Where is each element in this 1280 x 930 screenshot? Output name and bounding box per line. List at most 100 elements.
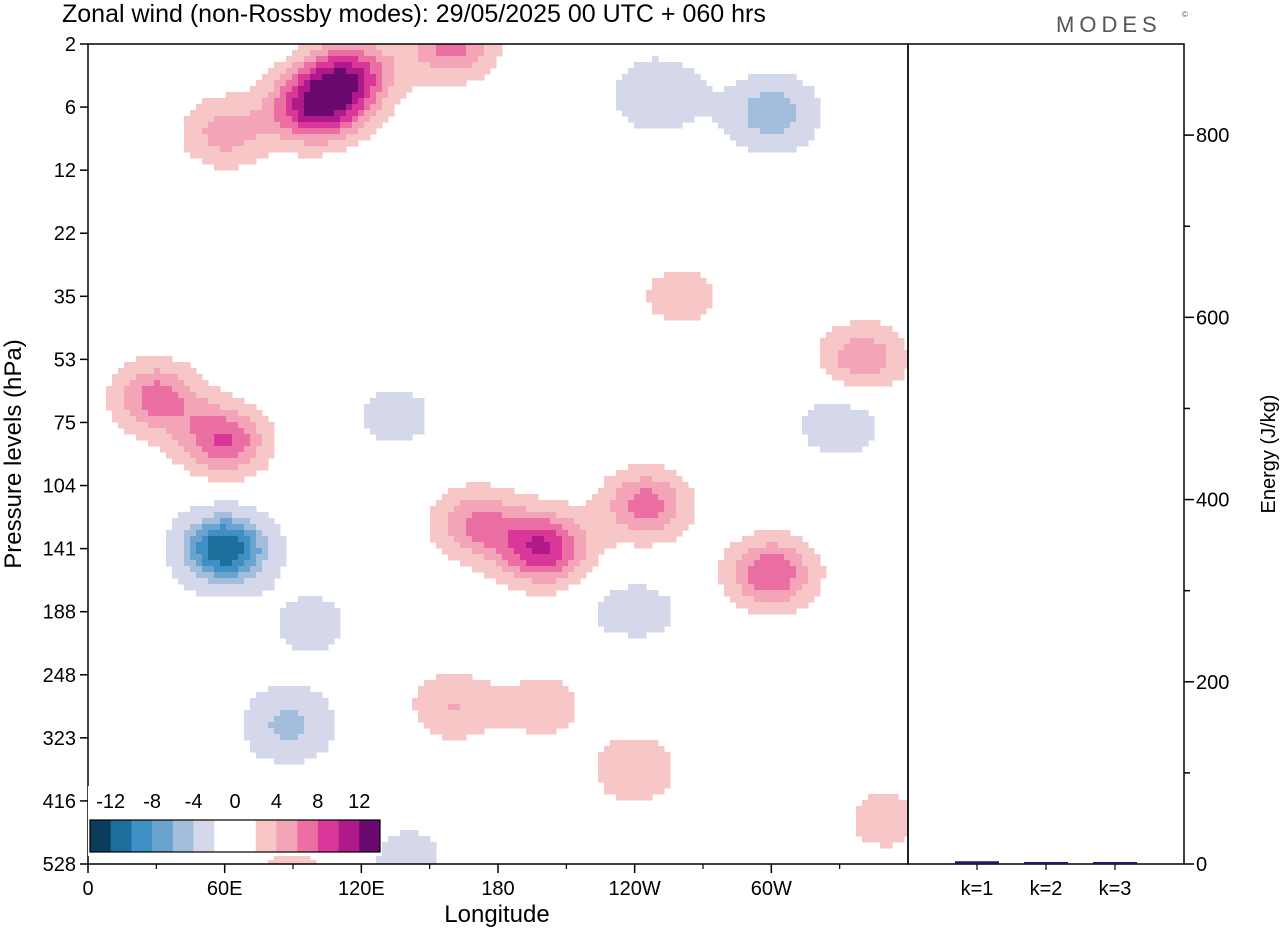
heatmap-cell — [592, 554, 599, 561]
heatmap-cell — [778, 98, 785, 105]
heatmap-cell — [586, 500, 593, 507]
heatmap-cell — [226, 524, 233, 531]
heatmap-cell — [526, 572, 533, 579]
heatmap-cell — [196, 590, 203, 597]
heatmap-cell — [436, 512, 443, 519]
heatmap-cell — [802, 116, 809, 123]
heatmap-cell — [616, 506, 623, 513]
heatmap-cell — [166, 440, 173, 447]
heatmap-cell — [826, 440, 833, 447]
heatmap-cell — [514, 524, 521, 531]
heatmap-cell — [442, 530, 449, 537]
heatmap-cell — [790, 80, 797, 87]
heatmap-cell — [202, 518, 209, 525]
heatmap-cell — [478, 512, 485, 519]
heatmap-cell — [808, 134, 815, 141]
heatmap-cell — [376, 392, 383, 399]
heatmap-cell — [742, 548, 749, 555]
heatmap-cell — [760, 86, 767, 93]
heatmap-cell — [280, 122, 287, 129]
heatmap-cell — [826, 404, 833, 411]
heatmap-cell — [520, 692, 527, 699]
heatmap-cell — [130, 386, 137, 393]
heatmap-cell — [754, 86, 761, 93]
heatmap-cell — [184, 536, 191, 543]
heatmap-cell — [640, 80, 647, 87]
heatmap-cell — [316, 746, 323, 753]
heatmap-cell — [250, 548, 257, 555]
heatmap-cell — [346, 134, 353, 141]
heatmap-cell — [520, 722, 527, 729]
heatmap-cell — [586, 512, 593, 519]
heatmap-cell — [862, 422, 869, 429]
heatmap-cell — [562, 698, 569, 705]
heatmap-cell — [196, 416, 203, 423]
heatmap-cell — [472, 722, 479, 729]
heatmap-cell — [472, 566, 479, 573]
heatmap-cell — [898, 800, 905, 807]
heatmap-cell — [340, 134, 347, 141]
heatmap-cell — [262, 110, 269, 117]
heatmap-cell — [748, 608, 755, 615]
heatmap-cell — [850, 356, 857, 363]
heatmap-cell — [448, 56, 455, 63]
heatmap-cell — [388, 404, 395, 411]
heatmap-cell — [370, 410, 377, 417]
heatmap-cell — [874, 830, 881, 837]
colorbar-swatch — [110, 820, 132, 852]
heatmap-cell — [106, 398, 113, 405]
heatmap-cell — [166, 452, 173, 459]
heatmap-cell — [370, 422, 377, 429]
heatmap-cell — [670, 68, 677, 75]
heatmap-cell — [862, 416, 869, 423]
heatmap-cell — [844, 362, 851, 369]
heatmap-cell — [622, 110, 629, 117]
heatmap-cell — [664, 68, 671, 75]
heatmap-cell — [340, 98, 347, 105]
heatmap-cell — [334, 80, 341, 87]
heatmap-cell — [514, 494, 521, 501]
heatmap-cell — [304, 80, 311, 87]
heatmap-cell — [202, 566, 209, 573]
heatmap-cell — [166, 392, 173, 399]
heatmap-cell — [808, 440, 815, 447]
heatmap-cell — [190, 566, 197, 573]
heatmap-cell — [748, 572, 755, 579]
heatmap-cell — [322, 740, 329, 747]
heatmap-cell — [256, 440, 263, 447]
heatmap-cell — [316, 620, 323, 627]
heatmap-cell — [190, 110, 197, 117]
heatmap-cell — [202, 512, 209, 519]
heatmap-cell — [748, 146, 755, 153]
heatmap-cell — [484, 494, 491, 501]
heatmap-cell — [562, 548, 569, 555]
heatmap-cell — [670, 110, 677, 117]
heatmap-cell — [634, 536, 641, 543]
heatmap-cell — [646, 596, 653, 603]
heatmap-cell — [490, 44, 497, 51]
heatmap-cell — [748, 590, 755, 597]
heatmap-cell — [610, 596, 617, 603]
heatmap-cell — [172, 428, 179, 435]
heatmap-cell — [346, 122, 353, 129]
heatmap-cell — [778, 584, 785, 591]
heatmap-cell — [490, 572, 497, 579]
heatmap-cell — [334, 620, 341, 627]
heatmap-cell — [856, 350, 863, 357]
heatmap-cell — [862, 440, 869, 447]
heatmap-cell — [220, 446, 227, 453]
heatmap-cell — [646, 518, 653, 525]
heatmap-cell — [676, 506, 683, 513]
heatmap-cell — [166, 542, 173, 549]
heatmap-cell — [676, 98, 683, 105]
heatmap-cell — [568, 536, 575, 543]
heatmap-cell — [208, 530, 215, 537]
heatmap-cell — [178, 548, 185, 555]
heatmap-cell — [442, 524, 449, 531]
heatmap-cell — [550, 590, 557, 597]
heatmap-cell — [424, 836, 431, 843]
heatmap-cell — [472, 506, 479, 513]
heatmap-cell — [850, 410, 857, 417]
heatmap-cell — [886, 842, 893, 849]
heatmap-cell — [292, 710, 299, 717]
